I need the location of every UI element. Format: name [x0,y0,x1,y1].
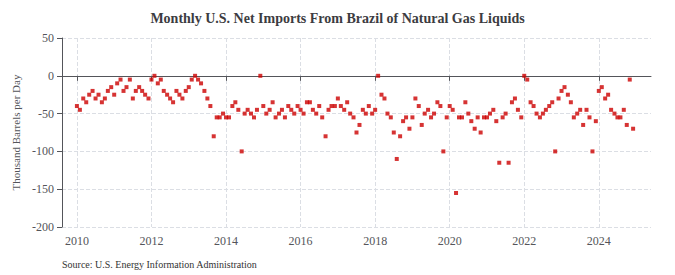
svg-text:0: 0 [48,69,54,83]
svg-text:2010: 2010 [65,234,89,248]
svg-text:2016: 2016 [289,234,313,248]
svg-text:-200: -200 [32,220,54,234]
svg-text:2022: 2022 [512,234,536,248]
svg-text:2018: 2018 [363,234,387,248]
svg-text:2014: 2014 [214,234,238,248]
svg-text:50: 50 [42,31,54,45]
svg-text:-100: -100 [32,144,54,158]
svg-text:2020: 2020 [438,234,462,248]
svg-text:Source: U.S. Energy Informatio: Source: U.S. Energy Information Administ… [62,259,257,270]
svg-text:Monthly U.S. Net Imports From: Monthly U.S. Net Imports From Brazil of … [150,11,525,26]
svg-text:-50: -50 [38,107,54,121]
svg-text:Thousand Barrels per Day: Thousand Barrels per Day [10,74,22,190]
svg-text:2024: 2024 [587,234,611,248]
svg-text:-150: -150 [32,182,54,196]
svg-text:2012: 2012 [139,234,163,248]
